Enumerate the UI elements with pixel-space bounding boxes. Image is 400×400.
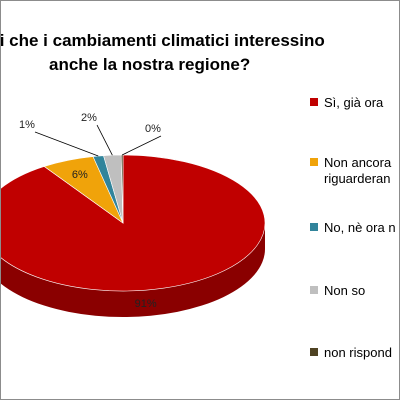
chart-title-line-2: anche la nostra regione? [49, 55, 251, 74]
data-label-0: 91% [135, 298, 157, 310]
legend-swatch [310, 348, 318, 356]
data-label-2: 1% [19, 119, 35, 131]
legend-label-line: Non ancora [324, 155, 392, 170]
data-label-leader-line [34, 131, 99, 157]
legend-label: No, nè ora n [324, 220, 396, 235]
pie-side-walls [1, 223, 265, 317]
data-label-4: 0% [145, 123, 161, 135]
legend-label-line: riguarderan [324, 171, 391, 186]
legend-swatch [310, 98, 318, 106]
data-label-3: 2% [81, 112, 97, 124]
pie-slice-side [1, 223, 265, 317]
legend-label: Non so [324, 283, 366, 298]
legend-swatch [310, 158, 318, 166]
legend-label: non rispond [324, 345, 392, 360]
chart-title-line-1: li che i cambiamenti climatici interessi… [0, 31, 325, 50]
legend-swatch [310, 223, 318, 231]
data-label-leader-line [96, 124, 113, 156]
data-label-1: 6% [72, 169, 88, 181]
legend-label: Sì, già ora [324, 95, 384, 110]
legend-label: Non ancora riguarderan [324, 155, 391, 187]
data-label-leader-line [121, 135, 162, 156]
legend-swatch [310, 286, 318, 294]
pie-slice-0 [1, 154, 266, 292]
